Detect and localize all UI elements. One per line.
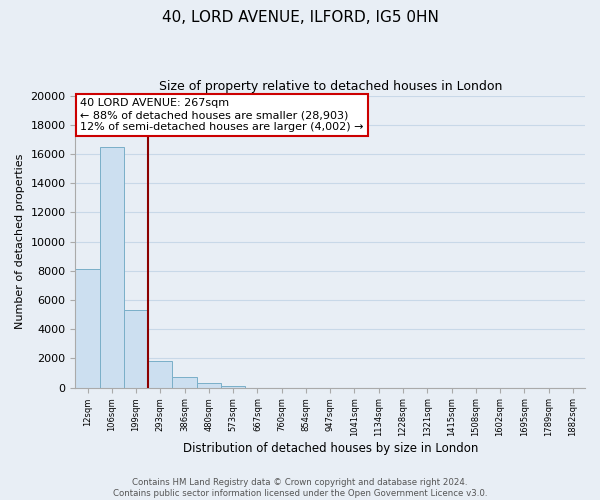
Bar	[148, 362, 172, 388]
Bar	[172, 376, 197, 388]
Bar	[124, 310, 148, 388]
Text: 40 LORD AVENUE: 267sqm
← 88% of detached houses are smaller (28,903)
12% of semi: 40 LORD AVENUE: 267sqm ← 88% of detached…	[80, 98, 364, 132]
Y-axis label: Number of detached properties: Number of detached properties	[15, 154, 25, 330]
Title: Size of property relative to detached houses in London: Size of property relative to detached ho…	[158, 80, 502, 93]
Bar	[100, 146, 124, 388]
X-axis label: Distribution of detached houses by size in London: Distribution of detached houses by size …	[182, 442, 478, 455]
Text: Contains HM Land Registry data © Crown copyright and database right 2024.
Contai: Contains HM Land Registry data © Crown c…	[113, 478, 487, 498]
Bar	[197, 383, 221, 388]
Bar	[76, 270, 100, 388]
Text: 40, LORD AVENUE, ILFORD, IG5 0HN: 40, LORD AVENUE, ILFORD, IG5 0HN	[161, 10, 439, 25]
Bar	[221, 386, 245, 388]
